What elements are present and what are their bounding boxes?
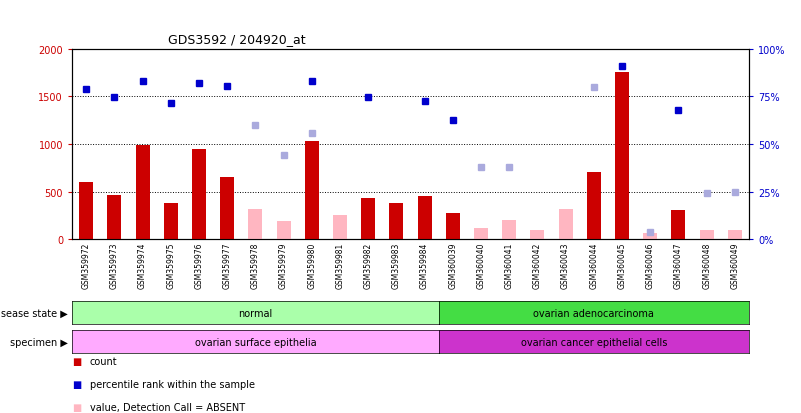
- Bar: [728, 230, 742, 240]
- Bar: [446, 214, 460, 240]
- Bar: [107, 196, 122, 240]
- Bar: [361, 199, 375, 240]
- Text: disease state ▶: disease state ▶: [0, 308, 68, 318]
- Bar: [417, 197, 432, 240]
- Bar: [220, 178, 234, 240]
- Bar: [474, 228, 488, 240]
- Bar: [248, 209, 263, 240]
- Bar: [389, 204, 404, 240]
- Bar: [558, 209, 573, 240]
- Bar: [333, 216, 347, 240]
- Bar: [615, 72, 629, 240]
- Text: percentile rank within the sample: percentile rank within the sample: [90, 379, 255, 389]
- Bar: [304, 142, 319, 240]
- Bar: [699, 230, 714, 240]
- Bar: [502, 221, 517, 240]
- Text: GDS3592 / 204920_at: GDS3592 / 204920_at: [168, 33, 306, 45]
- Text: ■: ■: [72, 379, 82, 389]
- Bar: [192, 150, 206, 240]
- Bar: [135, 145, 150, 240]
- Text: ovarian surface epithelia: ovarian surface epithelia: [195, 337, 316, 347]
- Text: ■: ■: [72, 402, 82, 412]
- Text: ovarian cancer epithelial cells: ovarian cancer epithelial cells: [521, 337, 667, 347]
- Bar: [643, 234, 658, 240]
- Text: ovarian adenocarcinoma: ovarian adenocarcinoma: [533, 308, 654, 318]
- Bar: [671, 210, 686, 240]
- Bar: [587, 173, 601, 240]
- Text: value, Detection Call = ABSENT: value, Detection Call = ABSENT: [90, 402, 245, 412]
- Text: count: count: [90, 356, 117, 366]
- Bar: [530, 230, 545, 240]
- Bar: [79, 183, 93, 240]
- Bar: [276, 221, 291, 240]
- Bar: [163, 204, 178, 240]
- Text: ■: ■: [72, 356, 82, 366]
- Text: specimen ▶: specimen ▶: [10, 337, 68, 347]
- Text: normal: normal: [238, 308, 272, 318]
